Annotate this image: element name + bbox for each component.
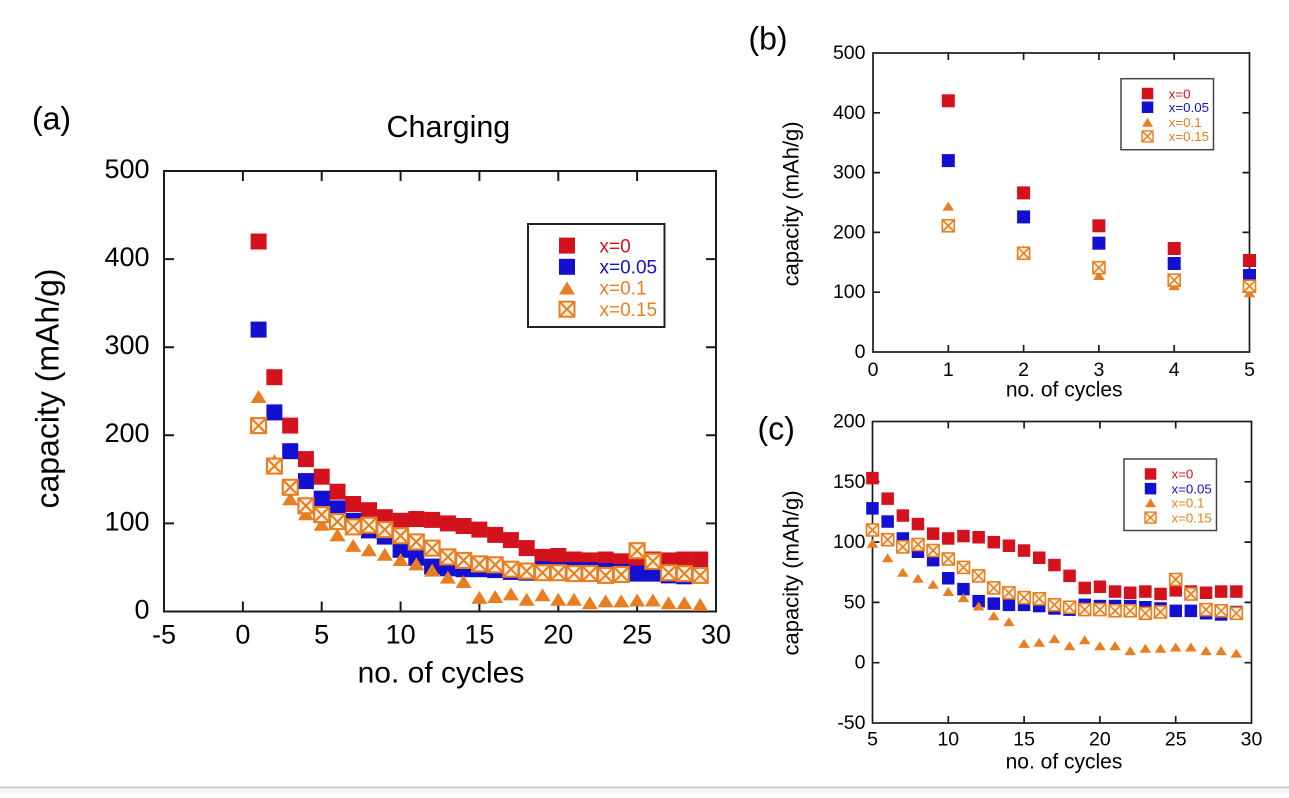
svg-text:x=0.1: x=0.1 [1172,495,1205,510]
svg-text:0: 0 [235,620,250,650]
svg-text:x=0.15: x=0.15 [1172,510,1212,525]
svg-text:3: 3 [1093,359,1104,381]
svg-text:300: 300 [104,330,149,360]
svg-text:100: 100 [833,531,866,553]
svg-text:x=0.05: x=0.05 [1169,100,1209,115]
svg-text:30: 30 [701,620,731,650]
svg-text:30: 30 [1241,728,1263,750]
svg-text:(b): (b) [748,21,787,57]
svg-text:-50: -50 [837,712,865,734]
svg-text:0: 0 [134,594,149,624]
svg-text:10: 10 [937,728,959,750]
svg-text:capacity (mAh/g): capacity (mAh/g) [30,268,66,508]
svg-text:0: 0 [855,341,866,363]
svg-text:x=0.15: x=0.15 [600,300,658,321]
svg-text:500: 500 [104,154,149,184]
svg-text:(a): (a) [32,101,71,137]
svg-text:400: 400 [833,102,866,124]
svg-text:300: 300 [833,162,866,184]
svg-text:5: 5 [867,728,878,750]
svg-text:15: 15 [464,620,494,650]
svg-text:x=0.1: x=0.1 [600,279,647,300]
svg-text:(c): (c) [758,410,795,446]
svg-text:capacity (mAh/g): capacity (mAh/g) [779,121,804,286]
svg-text:20: 20 [543,620,573,650]
svg-text:2: 2 [1018,359,1029,381]
svg-text:no. of cycles: no. of cycles [1006,379,1123,402]
svg-text:25: 25 [622,620,652,650]
svg-text:5: 5 [1244,359,1255,381]
svg-text:capacity (mAh/g): capacity (mAh/g) [779,490,804,655]
svg-text:0: 0 [855,652,866,674]
svg-text:100: 100 [833,281,866,303]
svg-text:10: 10 [386,620,416,650]
svg-text:x=0: x=0 [600,236,631,257]
svg-text:20: 20 [1089,728,1111,750]
svg-text:50: 50 [844,591,866,613]
svg-text:200: 200 [833,221,866,243]
svg-text:-5: -5 [152,620,176,650]
svg-text:x=0.15: x=0.15 [1169,129,1209,144]
svg-text:200: 200 [104,418,149,448]
svg-text:15: 15 [1013,728,1035,750]
svg-text:100: 100 [104,506,149,536]
svg-text:x=0.05: x=0.05 [1172,481,1212,496]
svg-text:no. of cycles: no. of cycles [1006,750,1123,773]
svg-text:500: 500 [833,42,866,64]
svg-text:x=0.05: x=0.05 [600,258,658,279]
svg-text:Charging: Charging [387,110,511,144]
svg-text:no. of cycles: no. of cycles [358,657,525,690]
svg-text:4: 4 [1169,359,1180,381]
svg-text:150: 150 [833,471,866,493]
svg-text:x=0.1: x=0.1 [1169,115,1202,130]
svg-text:5: 5 [314,620,329,650]
svg-text:200: 200 [833,411,866,433]
svg-text:x=0: x=0 [1169,86,1191,101]
svg-text:1: 1 [943,359,954,381]
svg-text:x=0: x=0 [1172,467,1194,482]
svg-text:400: 400 [104,242,149,272]
svg-text:0: 0 [868,359,879,381]
svg-text:25: 25 [1165,728,1187,750]
